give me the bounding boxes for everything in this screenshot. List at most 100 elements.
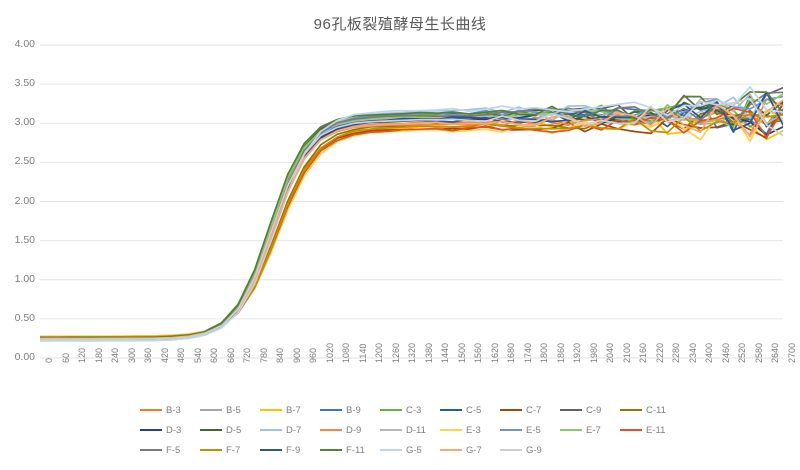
chart-legend: B-3 B-5 B-7 B-9 C-3 C-5 C-7 C-9 C-11 D-3 D-5 D-7 D-9…	[140, 400, 680, 460]
y-tick-label: 0.00	[14, 351, 35, 363]
x-tick-label: 1380	[423, 342, 434, 363]
x-tick-label: 540	[192, 347, 203, 363]
x-tick-label: 2580	[753, 342, 764, 363]
x-tick-label: 2220	[654, 342, 665, 363]
legend-item-c-9[interactable]: C-9	[560, 400, 620, 420]
legend-item-f-5[interactable]: F-5	[140, 440, 200, 460]
series-line-c-7	[40, 101, 783, 340]
x-tick-label: 2640	[770, 342, 781, 363]
legend-item-b-7[interactable]: B-7	[260, 400, 320, 420]
legend-color-swatch	[620, 408, 642, 412]
legend-item-c-3[interactable]: C-3	[380, 400, 440, 420]
series-line-d-3	[40, 106, 783, 341]
legend-item-d-5[interactable]: D-5	[200, 420, 260, 440]
legend-color-swatch	[140, 408, 162, 412]
series-line-g-9	[40, 97, 783, 341]
x-tick-label: 180	[93, 347, 104, 363]
x-tick-label: 1080	[341, 342, 352, 363]
x-tick-label: 2280	[671, 342, 682, 363]
x-tick-label: 660	[225, 347, 236, 363]
legend-item-d-3[interactable]: D-3	[140, 420, 200, 440]
legend-item-c-7[interactable]: C-7	[500, 400, 560, 420]
x-tick-label: 1200	[374, 342, 385, 363]
legend-item-d-9[interactable]: D-9	[320, 420, 380, 440]
legend-item-g-7[interactable]: G-7	[440, 440, 500, 460]
x-tick-label: 1980	[588, 342, 599, 363]
legend-label: C-9	[586, 404, 602, 416]
x-tick-label: 420	[159, 347, 170, 363]
legend-item-c-5[interactable]: C-5	[440, 400, 500, 420]
legend-item-f-9[interactable]: F-9	[260, 440, 320, 460]
legend-label: C-3	[406, 404, 422, 416]
legend-color-swatch	[380, 448, 402, 452]
legend-label: D-5	[226, 424, 242, 436]
legend-item-g-5[interactable]: G-5	[380, 440, 440, 460]
legend-label: C-5	[466, 404, 482, 416]
series-line-g-7	[40, 99, 783, 340]
legend-item-d-7[interactable]: D-7	[260, 420, 320, 440]
legend-item-e-5[interactable]: E-5	[500, 420, 560, 440]
legend-label: G-9	[526, 444, 542, 456]
legend-color-swatch	[500, 428, 522, 432]
legend-item-d-11[interactable]: D-11	[380, 420, 440, 440]
series-line-f-7	[40, 112, 783, 338]
series-line-e-11	[40, 107, 783, 340]
legend-label: C-11	[646, 404, 666, 416]
x-tick-label: 1260	[390, 342, 401, 363]
x-tick-label: 360	[143, 347, 154, 363]
x-tick-label: 0	[44, 357, 54, 363]
legend-color-swatch	[200, 448, 222, 452]
series-line-g-5	[40, 85, 783, 342]
y-tick-label: 1.50	[14, 233, 35, 246]
legend-item-e-3[interactable]: E-3	[440, 420, 500, 440]
x-tick-label: 2100	[621, 342, 632, 363]
legend-item-g-9[interactable]: G-9	[500, 440, 560, 460]
legend-color-swatch	[140, 448, 162, 452]
y-tick-label: 0.50	[14, 311, 35, 324]
x-tick-label: 1860	[555, 342, 566, 363]
x-tick-label: 2700	[787, 342, 797, 363]
y-tick-label: 1.00	[14, 272, 35, 285]
x-tick-label: 1140	[357, 343, 368, 363]
series-line-b-5	[40, 110, 783, 341]
x-tick-label: 2160	[638, 342, 649, 363]
x-tick-label: 120	[77, 347, 88, 363]
x-tick-label: 600	[209, 347, 220, 363]
legend-item-b-9[interactable]: B-9	[320, 400, 380, 420]
series-line-c-3	[40, 102, 783, 339]
legend-label: D-11	[406, 424, 426, 436]
legend-item-f-7[interactable]: F-7	[200, 440, 260, 460]
legend-color-swatch	[440, 428, 462, 432]
x-tick-label: 840	[275, 347, 286, 363]
x-tick-label: 720	[242, 347, 253, 363]
y-tick-label: 4.00	[14, 38, 35, 50]
legend-color-swatch	[200, 408, 222, 412]
x-tick-label: 1440	[440, 342, 451, 363]
legend-label: G-5	[406, 444, 422, 456]
x-tick-label: 2460	[720, 342, 731, 363]
legend-label: E-3	[466, 424, 481, 436]
legend-item-b-5[interactable]: B-5	[200, 400, 260, 420]
x-tick-label: 960	[308, 347, 319, 363]
legend-item-c-11[interactable]: C-11	[620, 400, 680, 420]
series-line-d-9	[40, 98, 783, 340]
legend-item-b-3[interactable]: B-3	[140, 400, 200, 420]
legend-color-swatch	[440, 408, 462, 412]
series-line-e-3	[40, 108, 783, 338]
legend-color-swatch	[260, 428, 282, 432]
legend-label: B-9	[346, 404, 361, 416]
series-line-c-5	[40, 95, 783, 341]
legend-color-swatch	[500, 408, 522, 412]
x-tick-label: 1560	[473, 342, 484, 363]
legend-item-e-11[interactable]: E-11	[620, 420, 680, 440]
legend-item-e-7[interactable]: E-7	[560, 420, 620, 440]
x-tick-label: 1020	[324, 342, 335, 363]
legend-item-f-11[interactable]: F-11	[320, 440, 380, 460]
legend-label: E-11	[646, 424, 666, 436]
legend-label: D-3	[166, 424, 182, 436]
legend-label: F-5	[166, 444, 181, 456]
x-tick-label: 1800	[539, 342, 550, 363]
legend-label: E-7	[586, 424, 601, 436]
